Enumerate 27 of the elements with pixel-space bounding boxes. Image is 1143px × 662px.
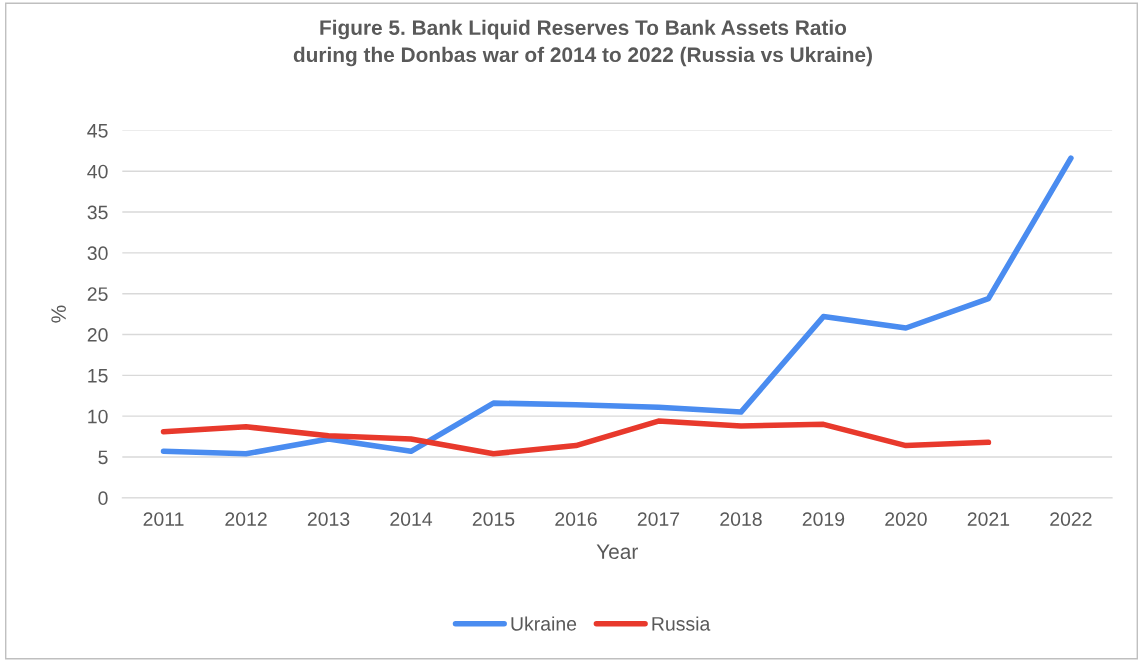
y-tick-label: 20	[87, 328, 108, 342]
x-tick-label: 2019	[802, 512, 845, 526]
legend-label: Ukraine	[511, 616, 577, 631]
y-tick-label: 45	[87, 124, 108, 138]
y-tick-label: 25	[87, 287, 108, 301]
x-tick-label: 2011	[143, 512, 184, 526]
x-tick-label: 2018	[720, 512, 762, 526]
y-axis-title: %	[51, 305, 66, 323]
x-tick-label: 2012	[225, 512, 267, 526]
x-tick-label: 2016	[555, 512, 597, 526]
y-tick-label: 0	[98, 491, 108, 506]
y-tick-label: 5	[98, 450, 108, 465]
x-tick-label: 2020	[885, 512, 927, 526]
y-tick-label: 30	[87, 246, 108, 261]
chart-title: Figure 5. Bank Liquid Reserves To Bank Assets Ratio during the Donbas war of 2014 to 2022 (Russia vs Ukraine)	[293, 19, 872, 67]
y-tick-label: 35	[87, 205, 108, 220]
x-tick-label: 2022	[1050, 512, 1092, 526]
y-tick-label: 10	[88, 409, 108, 424]
x-tick-label: 2021	[967, 512, 1010, 526]
x-tick-label: 2017	[637, 512, 680, 526]
x-tick-label: 2013	[307, 512, 350, 526]
x-tick-label: 2015	[472, 512, 515, 526]
legend-label: Russia	[652, 616, 711, 631]
y-tick-label: 40	[87, 164, 108, 179]
x-tick-label: 2014	[390, 512, 433, 526]
y-tick-label: 15	[88, 369, 108, 383]
x-axis-title: Year	[596, 544, 638, 560]
